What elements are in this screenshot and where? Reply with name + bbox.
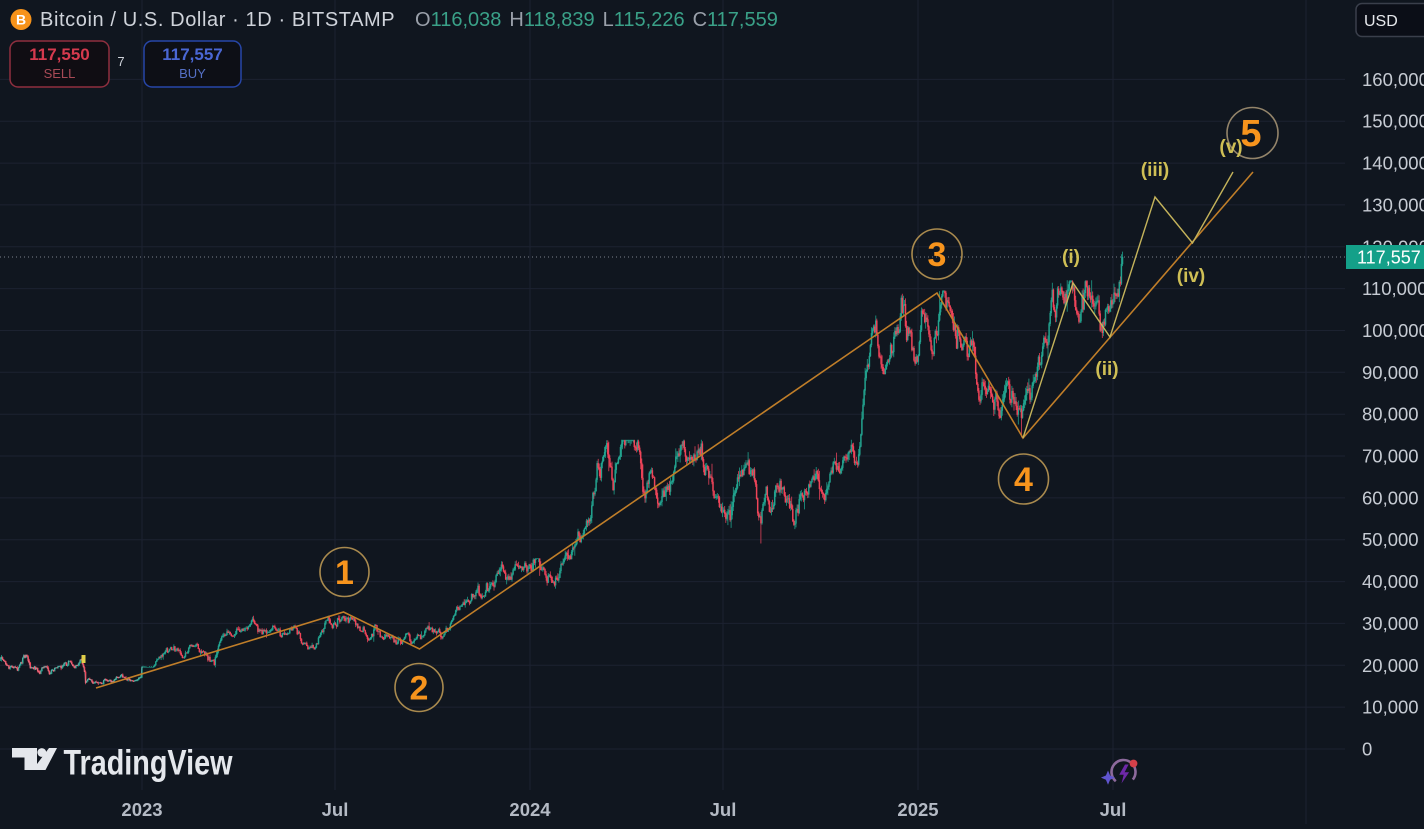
- svg-text:(ii): (ii): [1095, 359, 1118, 380]
- svg-text:4: 4: [1014, 461, 1033, 499]
- svg-text:(iv): (iv): [1177, 266, 1206, 287]
- svg-text:117,550: 117,550: [29, 45, 90, 64]
- svg-text:SELL: SELL: [44, 66, 76, 81]
- svg-text:USD: USD: [1364, 13, 1398, 30]
- svg-text:2024: 2024: [509, 799, 551, 820]
- svg-text:Jul: Jul: [1100, 799, 1127, 820]
- svg-text:70,000: 70,000: [1362, 446, 1419, 467]
- svg-text:90,000: 90,000: [1362, 362, 1419, 383]
- svg-text:2: 2: [410, 670, 429, 708]
- svg-text:Jul: Jul: [322, 799, 349, 820]
- svg-text:BUY: BUY: [179, 66, 206, 81]
- svg-text:60,000: 60,000: [1362, 487, 1419, 508]
- svg-text:10,000: 10,000: [1362, 697, 1419, 718]
- svg-text:40,000: 40,000: [1362, 571, 1419, 592]
- svg-text:130,000: 130,000: [1362, 194, 1424, 215]
- svg-text:3: 3: [928, 236, 947, 274]
- svg-text:50,000: 50,000: [1362, 529, 1419, 550]
- svg-text:100,000: 100,000: [1362, 320, 1424, 341]
- svg-text:20,000: 20,000: [1362, 655, 1419, 676]
- svg-text:(i): (i): [1062, 247, 1080, 268]
- svg-text:Bitcoin / U.S. Dollar · 1D · B: Bitcoin / U.S. Dollar · 1D · BITSTAMP: [40, 9, 395, 31]
- svg-text:30,000: 30,000: [1362, 613, 1419, 634]
- svg-text:B: B: [16, 12, 26, 28]
- svg-text:140,000: 140,000: [1362, 153, 1424, 174]
- svg-text:110,000: 110,000: [1362, 278, 1424, 299]
- svg-text:2025: 2025: [897, 799, 938, 820]
- svg-text:117,557: 117,557: [162, 45, 223, 64]
- svg-text:2023: 2023: [121, 799, 162, 820]
- svg-text:150,000: 150,000: [1362, 111, 1424, 132]
- svg-text:TradingView: TradingView: [64, 744, 234, 783]
- svg-text:5: 5: [1240, 113, 1261, 155]
- svg-text:117,557: 117,557: [1357, 248, 1421, 268]
- svg-text:(v): (v): [1219, 137, 1242, 158]
- svg-text:7: 7: [117, 54, 124, 69]
- svg-text:0: 0: [1362, 739, 1372, 760]
- svg-text:1: 1: [335, 554, 354, 592]
- svg-text:Jul: Jul: [710, 799, 737, 820]
- svg-text:(iii): (iii): [1141, 160, 1170, 181]
- svg-text:80,000: 80,000: [1362, 404, 1419, 425]
- svg-text:160,000: 160,000: [1362, 69, 1424, 90]
